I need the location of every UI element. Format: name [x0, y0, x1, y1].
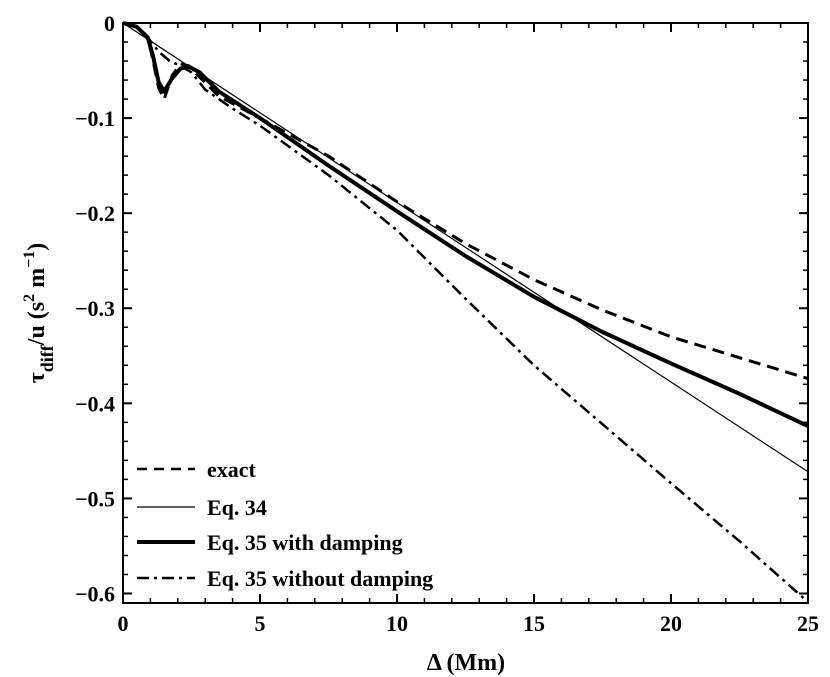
x-axis-title: Δ (Mm): [427, 650, 505, 676]
x-tick-label: 10: [386, 611, 408, 636]
y-axis-title-subscript: diff: [37, 344, 57, 372]
x-tick-label: 0: [118, 611, 129, 636]
x-tick-label: 25: [797, 611, 819, 636]
y-axis-title-symbol: τ: [24, 372, 50, 383]
legend-label-eq34: Eq. 34: [207, 495, 267, 520]
y-tick-label: −0.6: [75, 581, 115, 606]
series-line-eq-34: [122, 22, 809, 473]
y-tick-label: −0.3: [75, 296, 115, 321]
y-tick-label: −0.5: [75, 486, 115, 511]
y-tick-label: 0: [104, 11, 115, 36]
y-axis-title-close: ): [24, 243, 50, 251]
y-tick-label: −0.1: [75, 106, 115, 131]
y-tick-label: −0.2: [75, 201, 115, 226]
plot-frame: [122, 22, 809, 604]
x-tick-label: 5: [255, 611, 266, 636]
legend-label-exact: exact: [207, 457, 257, 482]
y-axis-title-sup1: 2: [21, 294, 38, 302]
series-line-eq-35-with-damping: [122, 21, 809, 428]
y-axis-title: τdiff/u (s2 m−1): [21, 243, 57, 384]
series-line-eq-35-without-damping: [122, 21, 809, 603]
x-tick-label: 15: [523, 611, 545, 636]
y-axis-title-m: m: [24, 268, 50, 294]
y-axis-title-sup2: −1: [21, 251, 38, 268]
y-axis-title-units: /u (s: [24, 302, 50, 346]
legend-label-eq35-nodamping: Eq. 35 without damping: [207, 566, 433, 591]
y-tick-label: −0.4: [75, 391, 115, 416]
legend: exact Eq. 34 Eq. 35 with damping Eq. 35 …: [137, 457, 433, 591]
x-tick-label: 20: [660, 611, 682, 636]
series-line-exact: [122, 21, 809, 381]
legend-label-eq35-damping: Eq. 35 with damping: [207, 530, 403, 555]
